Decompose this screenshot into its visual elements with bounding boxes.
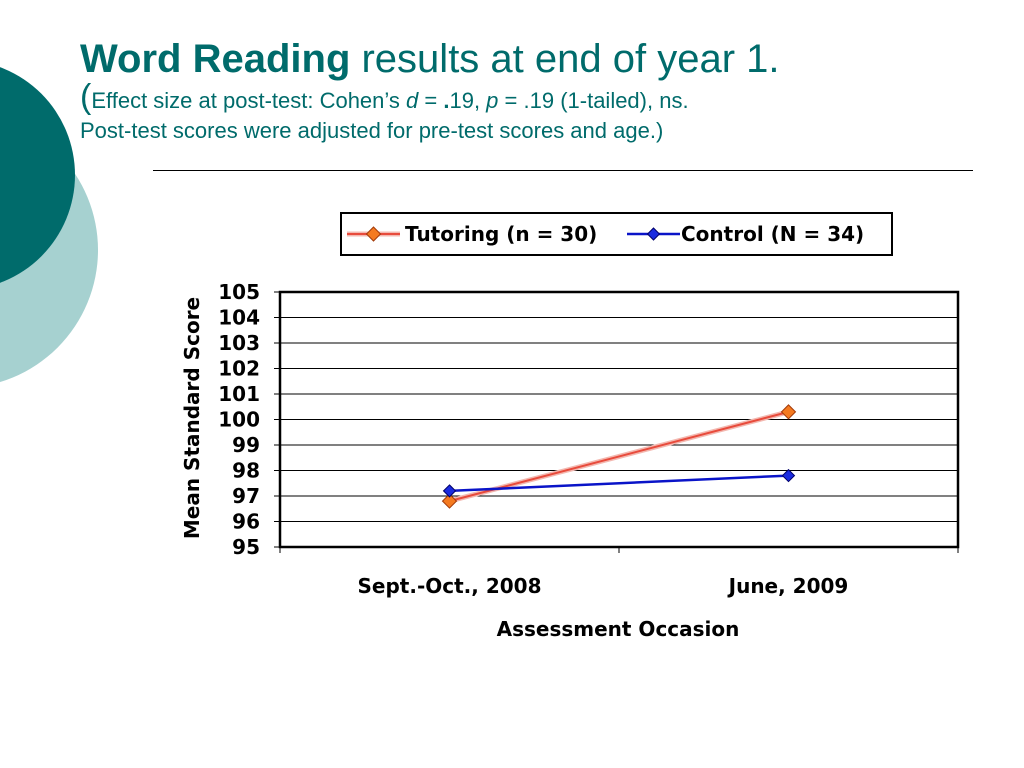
y-tick-label: 103 bbox=[218, 331, 260, 355]
y-tick-label: 98 bbox=[232, 459, 260, 483]
y-tick-label: 96 bbox=[232, 510, 260, 534]
subtitle-paren: ( bbox=[80, 78, 92, 116]
slide-title: Word Reading results at end of year 1. bbox=[80, 36, 980, 82]
data-point bbox=[780, 404, 797, 420]
legend-label: Control (N = 34) bbox=[681, 222, 864, 246]
x-tick-label: Sept.-Oct., 2008 bbox=[358, 574, 542, 598]
slide-decoration bbox=[0, 67, 98, 383]
x-axis-title: Assessment Occasion bbox=[497, 617, 740, 641]
legend-marker bbox=[365, 226, 382, 242]
subtitle-a: Effect size at post-test: Cohen’s bbox=[91, 88, 407, 113]
y-tick-label: 105 bbox=[218, 280, 260, 304]
slide-subtitle: (Effect size at post-test: Cohen’s d = .… bbox=[80, 80, 980, 116]
legend-label: Tutoring (n = 30) bbox=[405, 222, 597, 246]
y-tick-label: 100 bbox=[218, 408, 260, 432]
title-divider bbox=[153, 170, 973, 171]
series-line bbox=[449, 410, 789, 503]
subtitle-b: 19, bbox=[449, 88, 487, 113]
legend-box bbox=[340, 212, 893, 256]
data-point bbox=[781, 468, 796, 483]
legend-marker bbox=[646, 227, 661, 241]
y-tick-label: 97 bbox=[232, 484, 260, 508]
subtitle-p: p bbox=[486, 88, 499, 113]
subtitle-c: = .19 (1-tailed), ns. bbox=[498, 88, 689, 113]
slide-title-block: Word Reading results at end of year 1. (… bbox=[80, 36, 980, 146]
y-tick-label: 104 bbox=[218, 306, 260, 330]
y-tick-label: 99 bbox=[232, 433, 260, 457]
y-tick-label: 102 bbox=[218, 357, 260, 381]
subtitle-d: d bbox=[406, 88, 419, 113]
slide-subtitle-line2: Post-test scores were adjusted for pre-t… bbox=[80, 118, 664, 143]
data-point bbox=[442, 484, 457, 498]
subtitle-eq: = bbox=[418, 88, 444, 113]
decoration-dark-circle bbox=[0, 67, 75, 283]
title-bold: Word Reading bbox=[80, 37, 351, 81]
x-tick-label: June, 2009 bbox=[727, 574, 849, 598]
y-tick-label: 95 bbox=[232, 535, 260, 559]
subtitle-dot: . bbox=[443, 88, 450, 113]
y-tick-label: 101 bbox=[218, 382, 260, 406]
series-line bbox=[449, 474, 789, 493]
y-axis-title: Mean Standard Score bbox=[180, 297, 204, 539]
title-rest: results at end of year 1. bbox=[350, 37, 780, 81]
data-point bbox=[441, 493, 458, 509]
